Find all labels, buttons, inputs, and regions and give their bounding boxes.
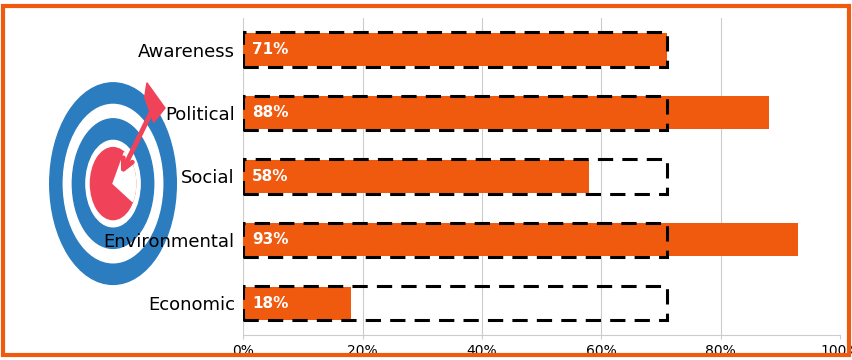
Polygon shape <box>145 83 164 122</box>
Circle shape <box>72 119 153 248</box>
Text: 93%: 93% <box>252 232 288 247</box>
Polygon shape <box>81 302 118 342</box>
Ellipse shape <box>27 58 199 317</box>
Text: 18%: 18% <box>252 296 288 311</box>
Circle shape <box>90 148 135 220</box>
Bar <box>243 223 797 256</box>
Bar <box>243 96 768 130</box>
Bar <box>243 33 666 66</box>
Text: 88%: 88% <box>252 105 288 121</box>
Circle shape <box>86 140 140 227</box>
Circle shape <box>49 83 176 284</box>
Circle shape <box>63 104 163 263</box>
Text: 58%: 58% <box>252 169 288 184</box>
Wedge shape <box>112 152 135 202</box>
Text: 71%: 71% <box>252 42 288 57</box>
Bar <box>243 287 350 320</box>
Text: Impact: Impact <box>43 25 183 59</box>
Bar <box>243 160 589 193</box>
